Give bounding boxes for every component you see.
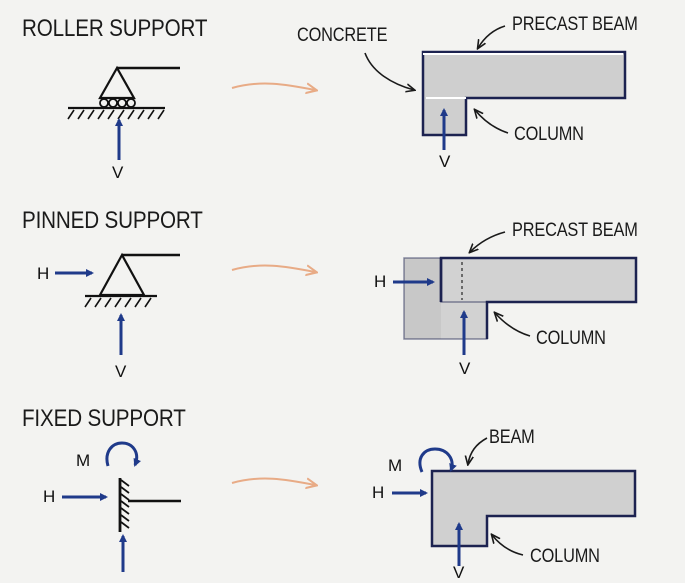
precast-beam-pointer-1 (478, 25, 506, 48)
concrete-label: CONCRETE (297, 25, 388, 46)
concrete-pointer (364, 52, 414, 90)
column-label-1: COLUMN (514, 124, 584, 145)
fixed-support-symbol (118, 478, 181, 532)
roller-support-title: ROLLER SUPPORT (22, 15, 208, 42)
roller-v-label: V (112, 163, 124, 182)
beam-label-3: BEAM (489, 427, 535, 448)
column-label-2: COLUMN (536, 328, 606, 349)
pinned-support-title: PINNED SUPPORT (22, 207, 203, 234)
pinned-detail-h-label: H (374, 272, 387, 291)
fixed-m-label: M (76, 451, 90, 470)
column-label-3: COLUMN (530, 546, 600, 567)
transition-arrow-2 (231, 264, 315, 272)
pinned-support-symbol (84, 252, 180, 308)
fixed-detail-m-label: M (388, 456, 402, 475)
fixed-detail-v-label: V (453, 563, 465, 582)
precast-beam-pointer-2 (470, 231, 506, 252)
roller-detail-v-label: V (439, 152, 451, 171)
fixed-support-title: FIXED SUPPORT (22, 405, 186, 432)
column-pointer-3 (492, 535, 524, 556)
roller-connection-detail (421, 50, 627, 137)
fixed-detail-m-arrow (418, 447, 457, 473)
fixed-m-arrow (105, 441, 141, 467)
transition-arrow-3 (231, 477, 315, 485)
precast-beam-label-2: PRECAST BEAM (512, 220, 638, 241)
pinned-v-label: V (115, 362, 127, 381)
beam-pointer-3 (468, 437, 488, 464)
pinned-connection-detail (403, 256, 638, 340)
fixed-h-label: H (43, 487, 56, 506)
fixed-detail-h-label: H (372, 483, 385, 502)
transition-arrow-1 (231, 82, 315, 90)
column-pointer-2 (495, 313, 531, 337)
fixed-connection-detail (430, 469, 637, 548)
pinned-h-label: H (37, 264, 50, 283)
column-pointer-1 (475, 110, 509, 134)
roller-support-symbol (67, 65, 180, 120)
pinned-detail-v-label: V (459, 359, 471, 378)
precast-beam-label-1: PRECAST BEAM (512, 14, 638, 35)
